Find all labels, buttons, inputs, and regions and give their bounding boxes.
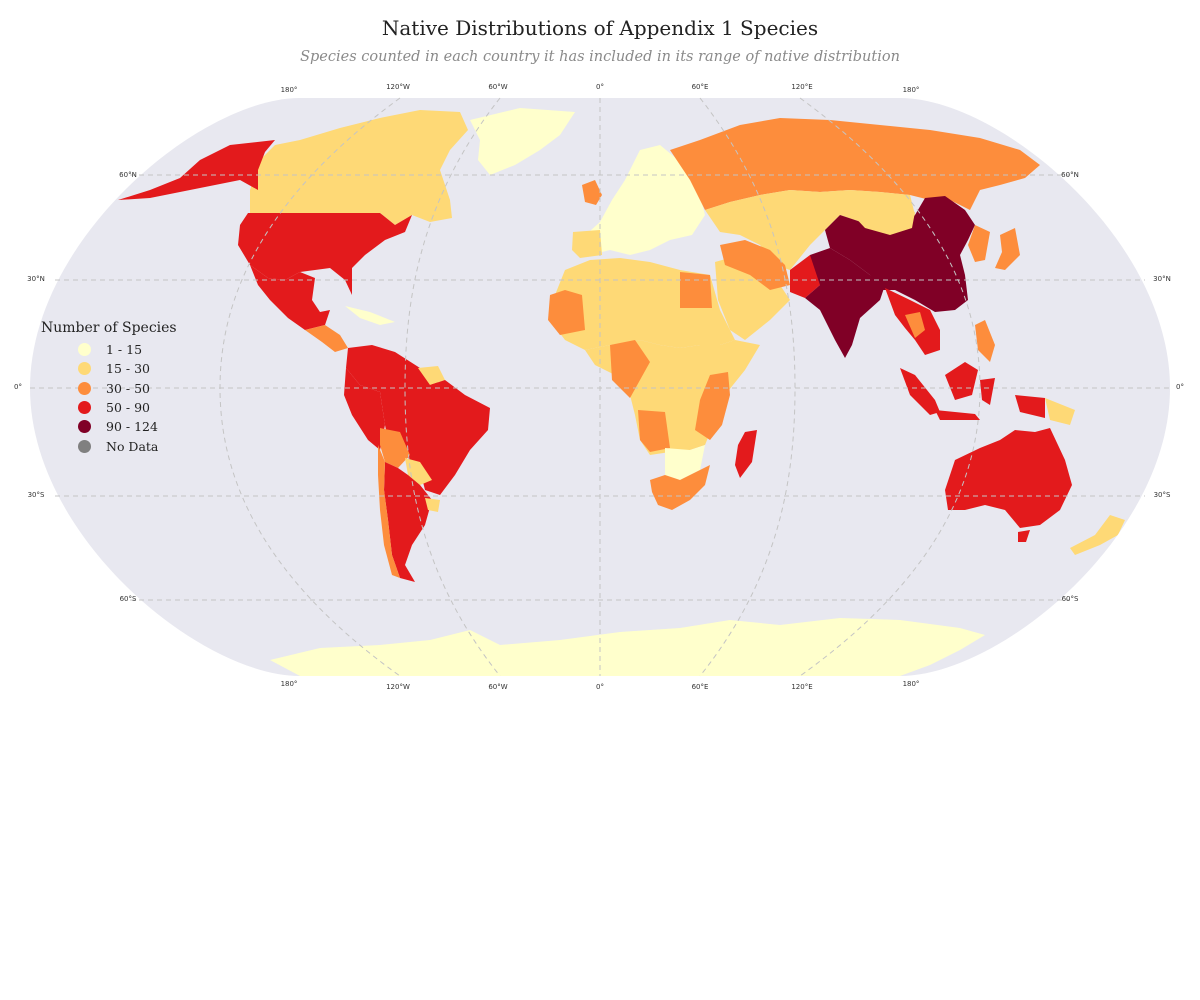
region-iberia[interactable]: [572, 230, 602, 258]
region-guianas[interactable]: [418, 366, 445, 385]
graticule: [30, 97, 1170, 677]
country-layer: [118, 108, 1125, 676]
region-korea[interactable]: [968, 225, 990, 262]
graticule-label: 0°: [1176, 383, 1184, 391]
region-east-africa[interactable]: [695, 372, 730, 440]
legend-item: 50 - 90: [41, 398, 177, 417]
region-new-guinea-west[interactable]: [1015, 395, 1045, 418]
legend-swatch: [78, 362, 91, 376]
region-chile[interactable]: [378, 445, 400, 578]
graticule-label: 180°: [903, 680, 920, 688]
region-arabia[interactable]: [715, 255, 790, 340]
region-new-zealand[interactable]: [1070, 515, 1125, 555]
graticule-label: 120°W: [386, 683, 410, 691]
legend-items: 1 - 15 15 - 30 30 - 50 50 - 90 90 - 124 No Da…: [41, 340, 177, 456]
legend-label: 15 - 30: [106, 361, 150, 377]
region-south-africa[interactable]: [650, 465, 710, 510]
graticule-label: 60°E: [692, 683, 709, 691]
region-madagascar[interactable]: [735, 430, 757, 478]
region-india[interactable]: [805, 248, 885, 358]
region-tasmania[interactable]: [1018, 530, 1030, 542]
graticule-label: 30°N: [1153, 275, 1171, 283]
region-mexico[interactable]: [250, 265, 330, 330]
graticule-label: 30°S: [28, 491, 45, 499]
graticule-label: 60°N: [119, 171, 137, 179]
legend: Number of Species 1 - 15 15 - 30 30 - 50 50…: [41, 320, 177, 456]
graticule-label: 0°: [14, 383, 22, 391]
legend-item: 1 - 15: [41, 340, 177, 359]
legend-item: 30 - 50: [41, 379, 177, 398]
region-sulawesi[interactable]: [980, 378, 995, 405]
legend-label: 90 - 124: [106, 419, 158, 435]
legend-label: 30 - 50: [106, 380, 150, 396]
longitude-labels-bottom: 180° 120°W 60°W 0° 60°E 120°E 180°: [281, 680, 920, 691]
region-congo[interactable]: [610, 340, 650, 398]
graticule-label: 60°E: [692, 83, 709, 91]
legend-swatch: [78, 420, 91, 434]
region-southern-africa[interactable]: [665, 445, 705, 480]
graticule-label: 180°: [281, 680, 298, 688]
region-caribbean[interactable]: [345, 306, 395, 325]
legend-label: 1 - 15: [106, 342, 143, 358]
legend-item: 90 - 124: [41, 417, 177, 436]
graticule-label: 0°: [596, 683, 604, 691]
region-new-guinea-east[interactable]: [1045, 398, 1075, 425]
latitude-labels-right: 60°N 30°N 0° 30°S 60°S: [1061, 171, 1184, 603]
graticule-label: 0°: [596, 83, 604, 91]
region-paraguay[interactable]: [405, 458, 432, 485]
graticule-label: 30°S: [1154, 491, 1171, 499]
graticule-label: 60°S: [120, 595, 137, 603]
latitude-labels-left: 60°N 30°N 0° 30°S 60°S: [14, 171, 137, 603]
region-australia[interactable]: [945, 428, 1072, 528]
region-europe[interactable]: [580, 145, 705, 255]
region-iran[interactable]: [720, 240, 790, 290]
graticule-label: 180°: [903, 86, 920, 94]
map-subtitle: Species counted in each country it has i…: [300, 49, 900, 65]
region-russia[interactable]: [670, 118, 1040, 210]
region-uruguay[interactable]: [425, 498, 440, 512]
region-philippines[interactable]: [975, 320, 995, 362]
graticule-label: 30°N: [27, 275, 45, 283]
legend-label: No Data: [106, 438, 159, 454]
region-argentina[interactable]: [384, 462, 432, 582]
legend-swatch: [78, 401, 91, 415]
region-united-states[interactable]: [238, 213, 412, 295]
legend-item: 15 - 30: [41, 359, 177, 378]
region-antarctica[interactable]: [270, 618, 985, 676]
legend-swatch: [78, 439, 91, 453]
region-angola[interactable]: [638, 410, 670, 452]
region-northern-south-america[interactable]: [346, 345, 440, 400]
graticule-label: 60°S: [1062, 595, 1079, 603]
region-thailand[interactable]: [905, 312, 925, 338]
region-greenland[interactable]: [470, 108, 575, 175]
region-united-kingdom[interactable]: [582, 180, 602, 205]
longitude-labels-top: 180° 120°W 60°W 0° 60°E 120°E 180°: [281, 83, 920, 94]
legend-title: Number of Species: [41, 320, 177, 336]
map-title: Native Distributions of Appendix 1 Speci…: [381, 16, 819, 40]
legend-label: 50 - 90: [106, 400, 150, 416]
graticule-label: 60°W: [488, 683, 507, 691]
region-central-america[interactable]: [305, 325, 348, 352]
region-borneo[interactable]: [945, 362, 978, 400]
region-egypt[interactable]: [680, 272, 712, 308]
region-brazil[interactable]: [380, 380, 490, 495]
region-west-africa[interactable]: [548, 290, 585, 335]
region-mongolia[interactable]: [850, 205, 915, 235]
graticule-label: 60°W: [488, 83, 507, 91]
region-bolivia[interactable]: [380, 428, 410, 468]
region-alaska[interactable]: [118, 140, 275, 200]
graticule-label: 180°: [281, 86, 298, 94]
graticule-label: 120°W: [386, 83, 410, 91]
region-canada[interactable]: [250, 110, 468, 225]
graticule-label: 60°N: [1061, 171, 1079, 179]
graticule-label: 120°E: [791, 683, 812, 691]
legend-item: No Data: [41, 436, 177, 455]
legend-swatch: [78, 381, 91, 395]
legend-swatch: [78, 343, 91, 357]
graticule-label: 120°E: [791, 83, 812, 91]
region-sumatra[interactable]: [900, 368, 940, 415]
region-java[interactable]: [935, 410, 980, 420]
region-japan[interactable]: [995, 228, 1020, 270]
